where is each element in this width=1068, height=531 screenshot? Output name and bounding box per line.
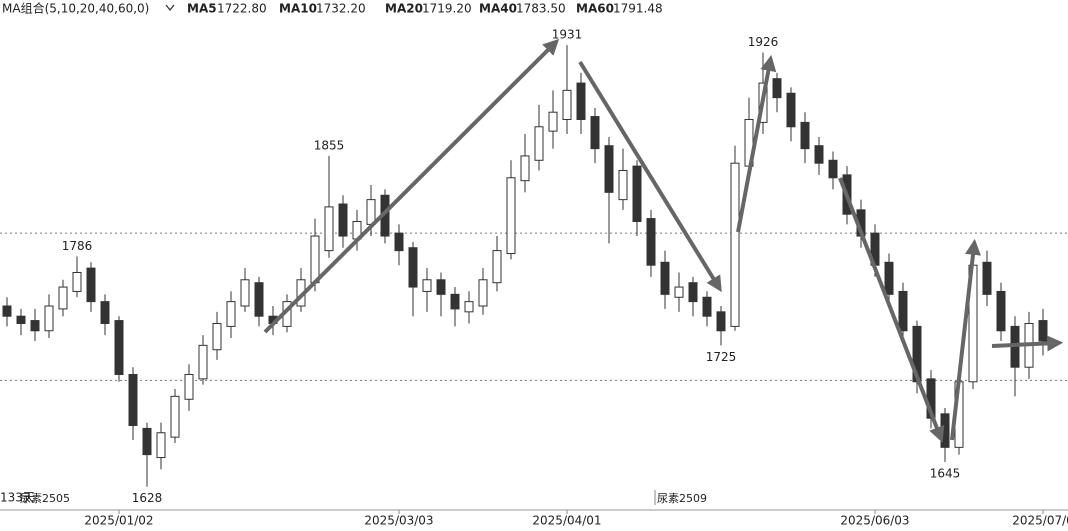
candle-body xyxy=(590,116,600,150)
candle-body xyxy=(618,169,628,201)
contract-label: 尿素2505 xyxy=(20,492,70,505)
candle-body xyxy=(660,261,670,295)
trend-arrow xyxy=(950,238,981,441)
candle-body xyxy=(128,373,138,426)
trend-arrow xyxy=(263,38,560,334)
candle-body xyxy=(492,250,502,284)
candle-body xyxy=(702,296,712,317)
candle-body xyxy=(996,290,1006,332)
trend-arrows xyxy=(263,38,1064,443)
ma-name: MA60 xyxy=(576,2,614,16)
price-annotation: 1786 xyxy=(62,239,93,253)
price-annotation: 1628 xyxy=(132,491,163,505)
candle-body xyxy=(58,286,68,310)
candle-body xyxy=(422,279,432,292)
candle-body xyxy=(338,203,348,237)
candle-body xyxy=(212,322,222,351)
candle-body xyxy=(534,126,544,161)
candle-body xyxy=(506,177,516,255)
contract-label: 尿素2509 xyxy=(657,492,707,505)
candle-body xyxy=(716,311,726,332)
candle-body xyxy=(16,315,26,324)
candle-body xyxy=(114,320,124,375)
candle-body xyxy=(464,301,474,313)
candle-body xyxy=(254,282,264,317)
ma-name: MA40 xyxy=(479,2,517,16)
candle-body xyxy=(632,165,642,222)
ma-value: 1722.80 xyxy=(217,2,267,16)
price-annotation: 1931 xyxy=(552,28,583,42)
candle-body xyxy=(884,261,894,295)
candle-body xyxy=(786,92,796,128)
candle-body xyxy=(982,261,992,295)
candle-body xyxy=(562,89,572,120)
candle-body xyxy=(940,413,950,448)
candle-body xyxy=(800,121,810,150)
candle-body xyxy=(478,279,488,307)
candle-body xyxy=(156,432,166,459)
candle-body xyxy=(674,286,684,298)
candle-body xyxy=(450,293,460,310)
candle-body xyxy=(2,305,12,317)
candle-body xyxy=(408,247,418,288)
candle-body xyxy=(604,145,614,193)
candle-body xyxy=(142,427,152,456)
x-tick-label: 2025/03/03 xyxy=(364,514,433,528)
ma-value: 1783.50 xyxy=(516,2,566,16)
trend-arrow xyxy=(736,54,777,233)
candle-body xyxy=(240,279,250,307)
candle-body xyxy=(548,111,558,132)
price-annotation: 1926 xyxy=(748,35,779,49)
x-tick-label: 2025/04/01 xyxy=(532,514,601,528)
candle-body xyxy=(100,301,110,324)
trend-arrow xyxy=(578,60,722,293)
candle-body xyxy=(310,235,320,284)
trend-arrow xyxy=(991,335,1064,352)
candle-body xyxy=(520,155,530,182)
candle-body xyxy=(72,271,82,292)
candle-body xyxy=(44,305,54,332)
ma-value: 1719.20 xyxy=(422,2,472,16)
candle-body xyxy=(814,145,824,164)
ma-name: MA5 xyxy=(187,2,217,16)
candle-body xyxy=(184,373,194,400)
x-tick-label: 2025/07/0 xyxy=(1012,514,1068,528)
candle-body xyxy=(730,162,740,327)
candle-body xyxy=(170,395,180,438)
plot-area: 2025/01/02 2025/03/03 2025/04/01 2025/06/03… xyxy=(0,28,1068,528)
candle-body xyxy=(394,232,404,252)
candle-body xyxy=(828,159,838,179)
candle-body xyxy=(366,199,376,225)
candle-body xyxy=(436,279,446,295)
indicator-header: MA组合(5,10,20,40,60,0) MA5 1722.80 MA10 1732… xyxy=(2,1,663,16)
ma-group-label[interactable]: MA组合(5,10,20,40,60,0) xyxy=(2,1,149,16)
candle-body xyxy=(30,320,40,332)
candle-body xyxy=(324,206,334,252)
price-annotation: 1725 xyxy=(706,350,737,364)
candle-body xyxy=(576,82,586,120)
price-annotation: 1855 xyxy=(314,138,345,152)
price-annotation: 1645 xyxy=(930,466,961,480)
candle-body xyxy=(646,218,656,266)
candle-body xyxy=(1038,320,1048,342)
candle-body xyxy=(772,78,782,99)
ma-value: 1732.20 xyxy=(316,2,366,16)
ma-name: MA10 xyxy=(279,2,317,16)
trend-arrow xyxy=(838,177,945,443)
candle-body xyxy=(86,267,96,303)
candle-body xyxy=(198,344,208,380)
ma-value: 1791.48 xyxy=(613,2,663,16)
candle-body xyxy=(898,290,908,332)
x-tick-label: 2025/01/02 xyxy=(84,514,153,528)
candle-body xyxy=(688,282,698,303)
candle-body xyxy=(226,301,236,327)
dropdown-chevron[interactable] xyxy=(165,4,175,12)
ma-name: MA20 xyxy=(385,2,423,16)
days-label: 133天 xyxy=(0,491,35,505)
x-tick-label: 2025/06/03 xyxy=(840,514,909,528)
